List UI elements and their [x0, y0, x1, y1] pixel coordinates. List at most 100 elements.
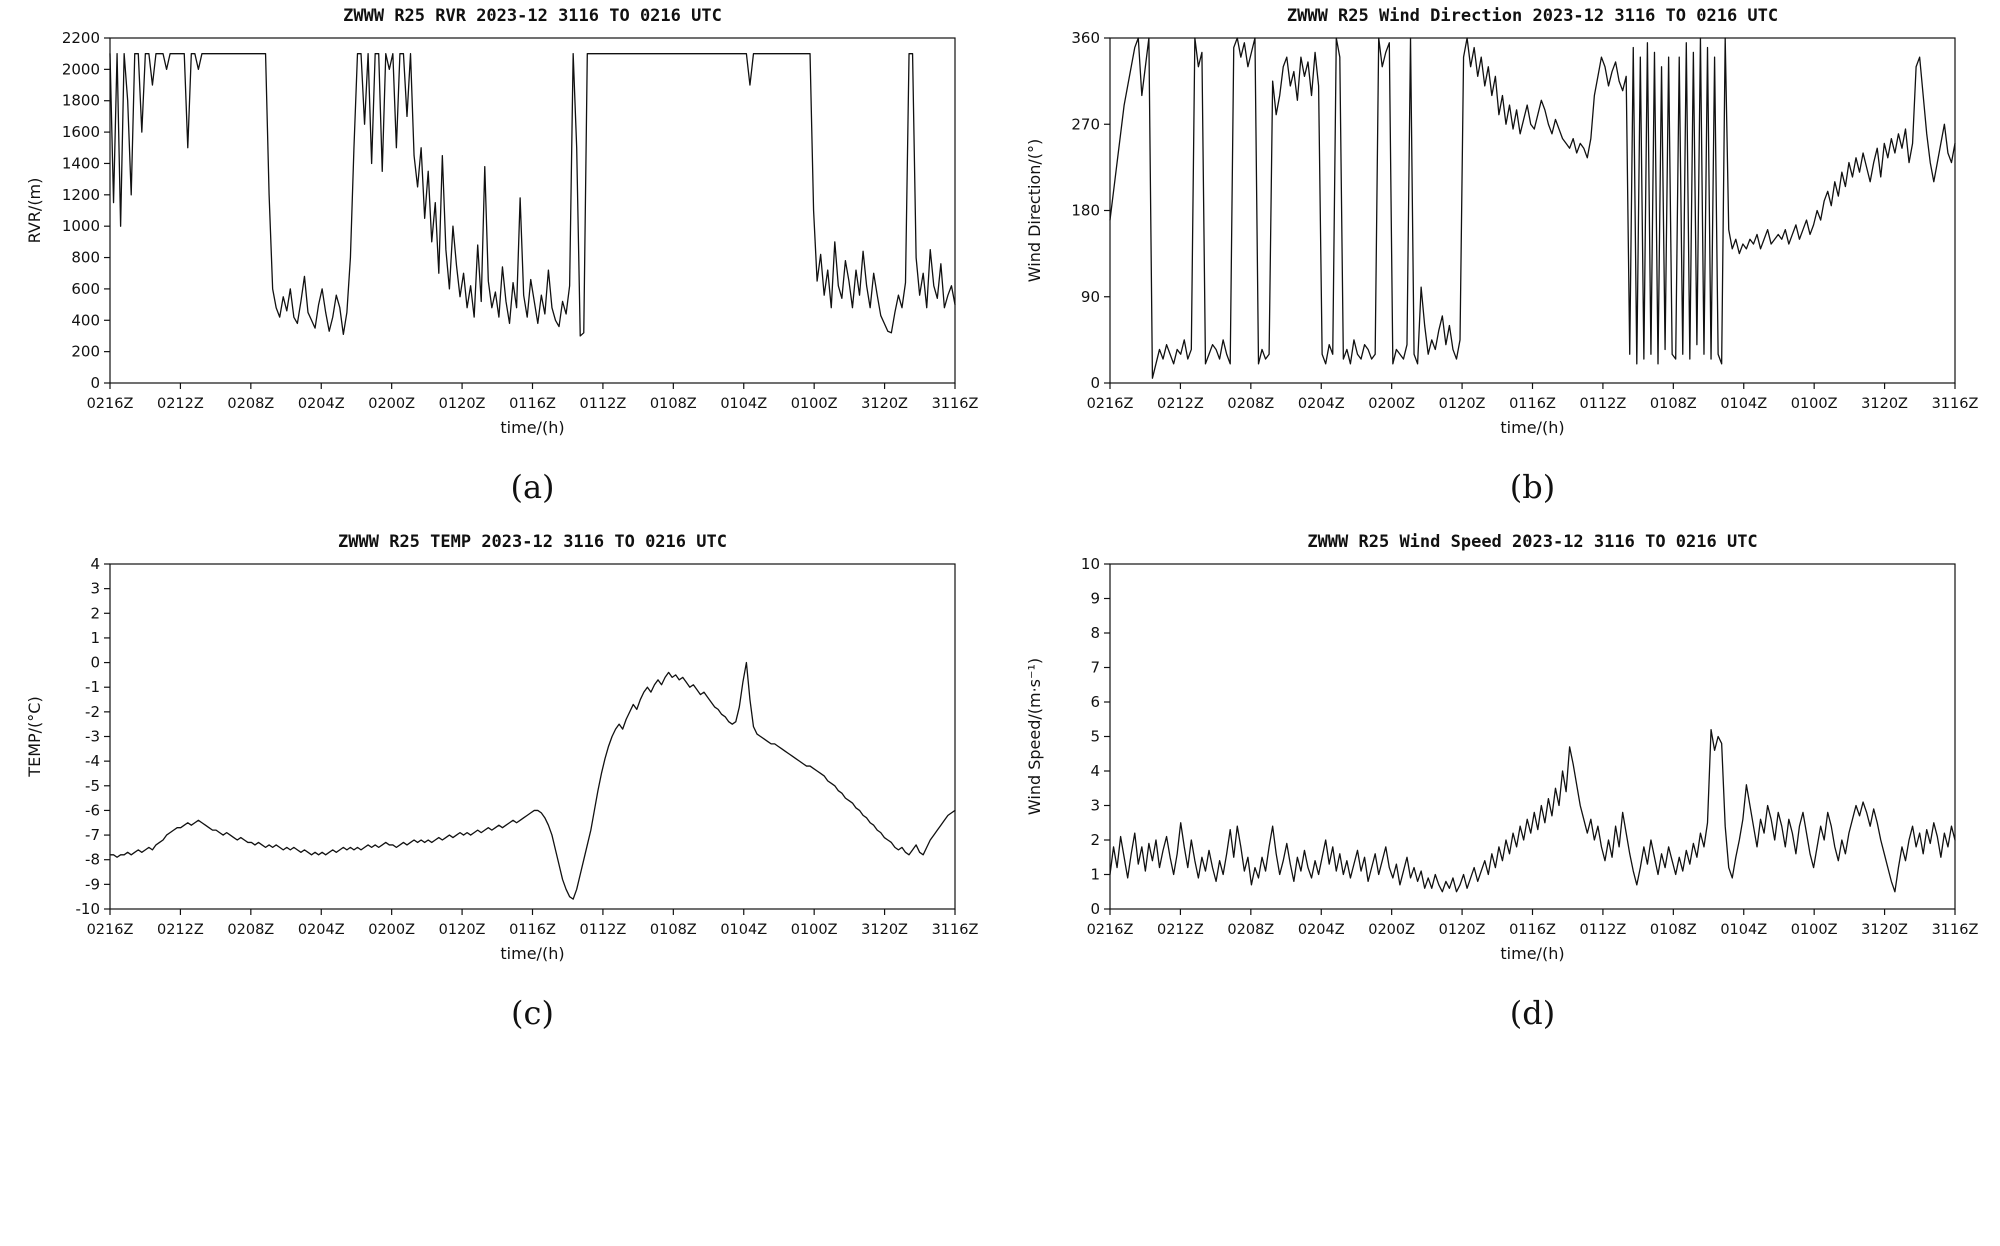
svg-text:0212Z: 0212Z — [157, 396, 204, 412]
svg-text:0200Z: 0200Z — [1368, 396, 1415, 412]
svg-text:0112Z: 0112Z — [579, 922, 626, 938]
svg-text:0108Z: 0108Z — [650, 396, 697, 412]
svg-text:Wind Direction/(°): Wind Direction/(°) — [1025, 139, 1044, 282]
svg-text:90: 90 — [1081, 288, 1100, 306]
svg-text:0104Z: 0104Z — [720, 396, 767, 412]
chart-b-title: ZWWW R25 Wind Direction 2023-12 3116 TO … — [1286, 6, 1779, 26]
svg-text:270: 270 — [1071, 115, 1100, 133]
chart-d-plot: 0 1 2 3 4 5 6 7 8 9 10 0216Z 0212Z 0208Z 0204Z 0200Z 012… — [1020, 554, 1980, 984]
svg-text:0116Z: 0116Z — [1509, 396, 1556, 412]
svg-text:5: 5 — [1090, 728, 1100, 746]
svg-text:3: 3 — [90, 580, 100, 598]
chart-b-plot: 0 90 180 270 360 0216Z 0212Z 0208Z 0204Z 0200Z 012… — [1020, 28, 1980, 458]
svg-text:0100Z: 0100Z — [1791, 396, 1838, 412]
svg-text:-5: -5 — [85, 777, 100, 795]
svg-text:-10: -10 — [76, 900, 101, 918]
svg-text:0108Z: 0108Z — [650, 922, 697, 938]
svg-text:0112Z: 0112Z — [579, 396, 626, 412]
svg-text:4: 4 — [90, 555, 100, 573]
svg-text:3116Z: 3116Z — [932, 922, 979, 938]
chart-b: ZWWW R25 Wind Direction 2023-12 3116 TO … — [1000, 6, 2000, 506]
svg-text:3: 3 — [1090, 797, 1100, 815]
svg-text:1600: 1600 — [62, 123, 100, 141]
svg-text:0212Z: 0212Z — [1157, 396, 1204, 412]
svg-text:0112Z: 0112Z — [1579, 396, 1626, 412]
chart-d: ZWWW R25 Wind Speed 2023-12 3116 TO 0216… — [1000, 532, 2000, 1032]
svg-text:0204Z: 0204Z — [298, 396, 345, 412]
svg-text:Wind Speed/(m·s⁻¹): Wind Speed/(m·s⁻¹) — [1025, 658, 1044, 815]
svg-text:TEMP/(°C): TEMP/(°C) — [25, 696, 44, 777]
svg-text:10: 10 — [1081, 555, 1100, 573]
svg-text:800: 800 — [71, 249, 100, 267]
chart-c-caption: (c) — [511, 994, 554, 1032]
svg-text:0204Z: 0204Z — [1298, 396, 1345, 412]
svg-text:0204Z: 0204Z — [298, 922, 345, 938]
svg-text:2: 2 — [1090, 831, 1100, 849]
svg-text:0116Z: 0116Z — [509, 396, 556, 412]
svg-text:0108Z: 0108Z — [1650, 922, 1697, 938]
svg-text:time/(h): time/(h) — [500, 944, 564, 963]
svg-text:-3: -3 — [85, 728, 100, 746]
svg-text:0104Z: 0104Z — [720, 922, 767, 938]
svg-text:1: 1 — [90, 629, 100, 647]
svg-text:0112Z: 0112Z — [1579, 922, 1626, 938]
svg-text:7: 7 — [1090, 659, 1100, 677]
chart-a-caption: (a) — [510, 468, 555, 506]
svg-text:0: 0 — [1090, 900, 1100, 918]
svg-text:RVR/(m): RVR/(m) — [25, 178, 44, 244]
svg-text:3116Z: 3116Z — [1932, 396, 1979, 412]
chart-a-plot: 0 200 400 600 800 1000 1200 1400 1600 1800 2000 220… — [20, 28, 980, 458]
svg-text:1000: 1000 — [62, 217, 100, 235]
svg-text:time/(h): time/(h) — [500, 418, 564, 437]
chart-b-caption: (b) — [1509, 468, 1556, 506]
svg-text:0: 0 — [90, 654, 100, 672]
svg-text:0208Z: 0208Z — [227, 396, 274, 412]
svg-text:4: 4 — [1090, 762, 1100, 780]
svg-text:-9: -9 — [85, 875, 100, 893]
svg-text:2000: 2000 — [62, 60, 100, 78]
svg-text:-7: -7 — [85, 826, 100, 844]
svg-text:-1: -1 — [85, 678, 100, 696]
svg-text:0: 0 — [90, 374, 100, 392]
svg-text:3120Z: 3120Z — [861, 396, 908, 412]
svg-text:0120Z: 0120Z — [1439, 396, 1486, 412]
svg-text:9: 9 — [1090, 590, 1100, 608]
svg-text:0216Z: 0216Z — [1087, 396, 1134, 412]
svg-text:200: 200 — [71, 343, 100, 361]
svg-text:1: 1 — [1090, 866, 1100, 884]
svg-text:0216Z: 0216Z — [87, 922, 134, 938]
svg-text:180: 180 — [1071, 202, 1100, 220]
svg-text:3120Z: 3120Z — [861, 922, 908, 938]
svg-text:time/(h): time/(h) — [1500, 418, 1564, 437]
svg-text:0200Z: 0200Z — [368, 922, 415, 938]
svg-text:360: 360 — [1071, 29, 1100, 47]
svg-text:1200: 1200 — [62, 186, 100, 204]
svg-text:3116Z: 3116Z — [1932, 922, 1979, 938]
svg-text:1800: 1800 — [62, 92, 100, 110]
svg-text:0200Z: 0200Z — [1368, 922, 1415, 938]
svg-text:0120Z: 0120Z — [439, 922, 486, 938]
svg-text:0216Z: 0216Z — [87, 396, 134, 412]
svg-text:0104Z: 0104Z — [1720, 922, 1767, 938]
chart-c-title: ZWWW R25 TEMP 2023-12 3116 TO 0216 UTC — [338, 532, 727, 552]
svg-text:0120Z: 0120Z — [1439, 922, 1486, 938]
svg-text:0212Z: 0212Z — [157, 922, 204, 938]
svg-text:0204Z: 0204Z — [1298, 922, 1345, 938]
svg-text:0208Z: 0208Z — [1227, 396, 1274, 412]
svg-text:0108Z: 0108Z — [1650, 396, 1697, 412]
chart-d-caption: (d) — [1509, 994, 1556, 1032]
svg-text:8: 8 — [1090, 624, 1100, 642]
svg-text:time/(h): time/(h) — [1500, 944, 1564, 963]
svg-text:0104Z: 0104Z — [1720, 396, 1767, 412]
svg-text:1400: 1400 — [62, 154, 100, 172]
chart-a-title: ZWWW R25 RVR 2023-12 3116 TO 0216 UTC — [343, 6, 722, 26]
svg-text:6: 6 — [1090, 693, 1100, 711]
svg-text:3120Z: 3120Z — [1861, 396, 1908, 412]
svg-text:3116Z: 3116Z — [932, 396, 979, 412]
svg-text:400: 400 — [71, 311, 100, 329]
svg-text:-2: -2 — [85, 703, 100, 721]
svg-text:0212Z: 0212Z — [1157, 922, 1204, 938]
